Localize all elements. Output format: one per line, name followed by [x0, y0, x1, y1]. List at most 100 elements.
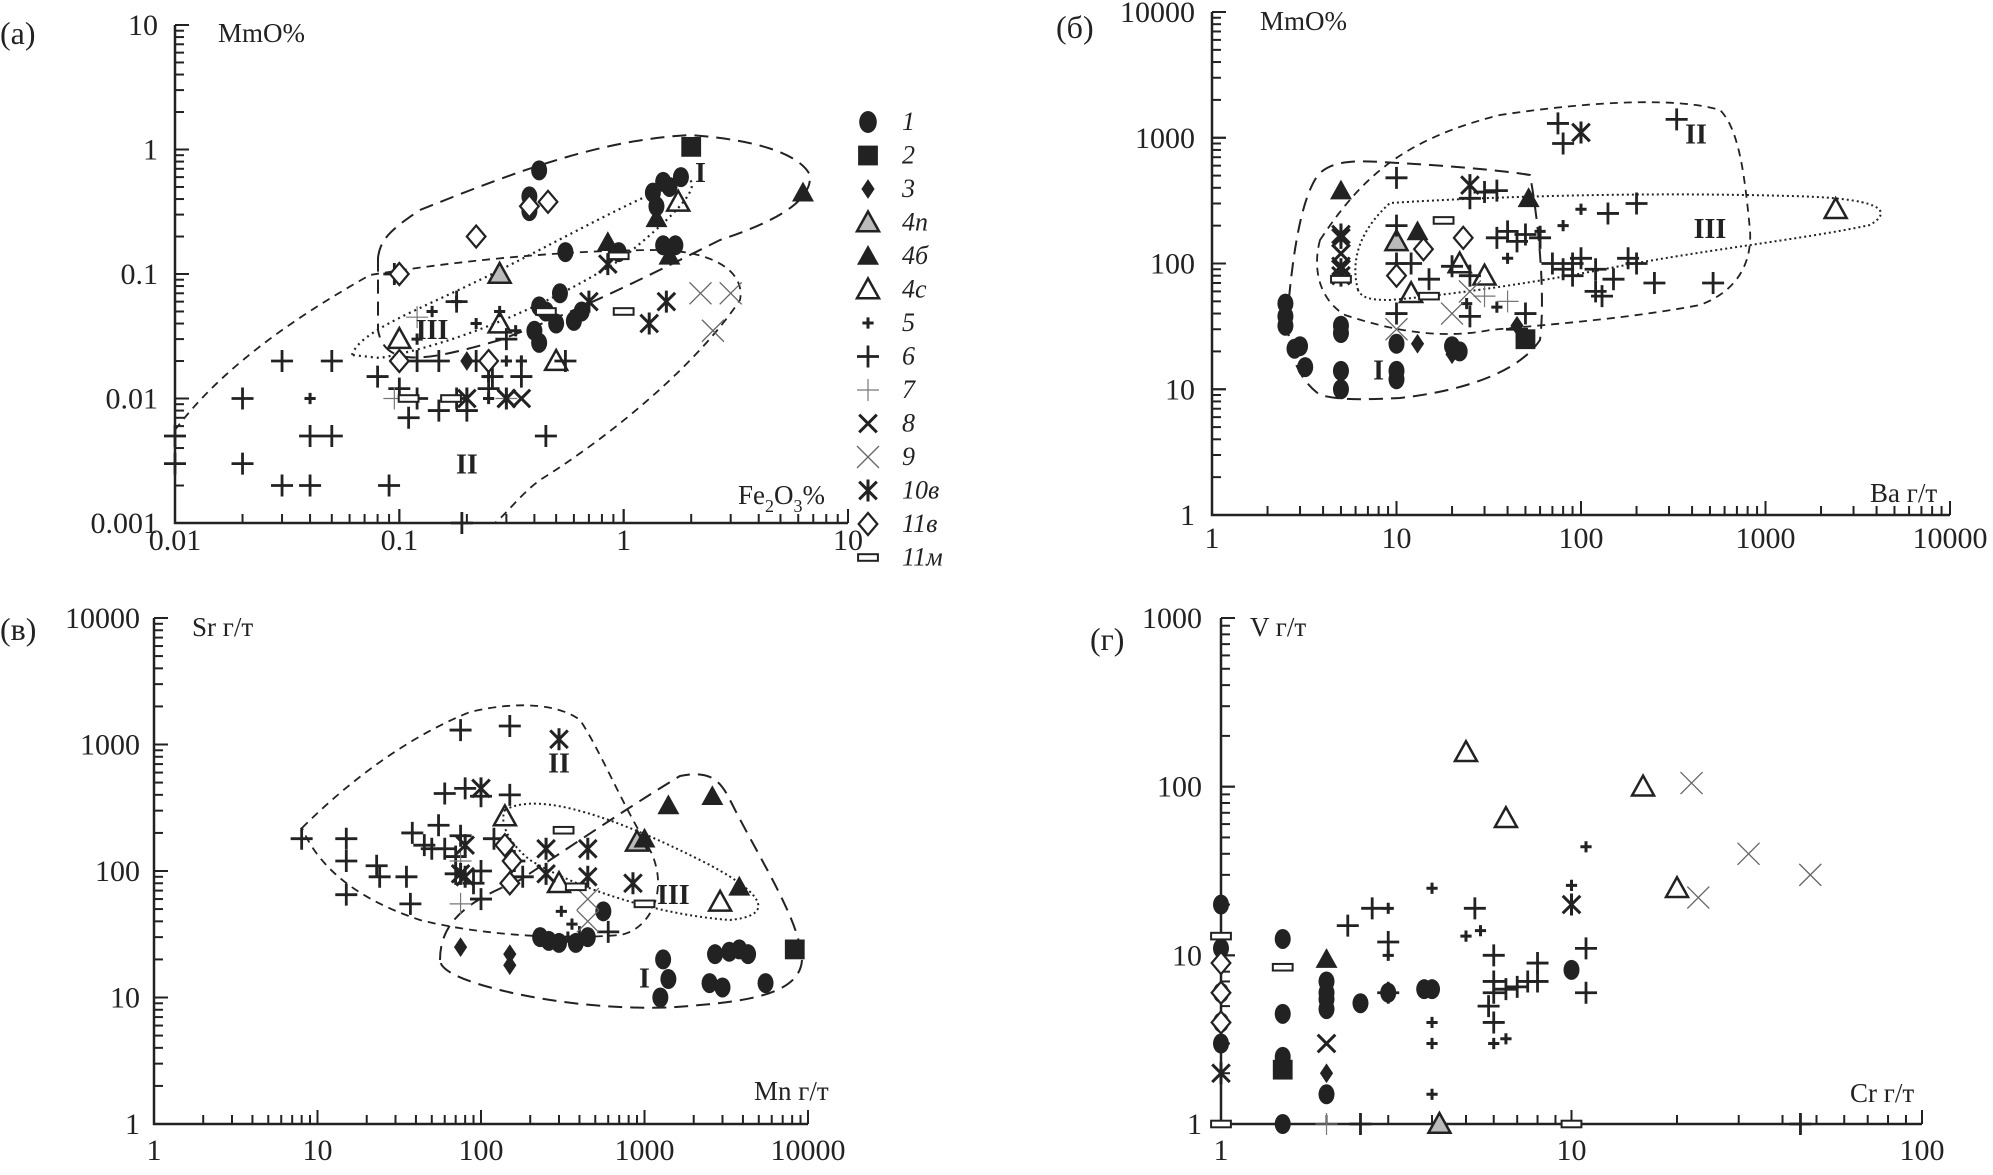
x-tick-label: 10000: [1913, 522, 1988, 555]
legend-item-4b: 4б: [857, 241, 929, 270]
data-point-plus: [1496, 220, 1519, 243]
data-point-plus: [397, 406, 420, 429]
x-tick-label: 10: [303, 1134, 333, 1167]
data-point-asterisk: [455, 865, 476, 888]
panel-label-d: (г): [1090, 621, 1124, 657]
data-point-plus: [320, 350, 343, 373]
data-point-filled-triangle: [1406, 220, 1429, 241]
data-point-plus: [1385, 302, 1408, 325]
data-point-plus: [1625, 252, 1648, 275]
legend-label: 4с: [902, 275, 927, 304]
series-4n: [1383, 227, 1410, 252]
x-tick-label: 1000: [615, 1134, 675, 1167]
data-point-plus: [1506, 318, 1529, 341]
data-point-filled-square: [681, 136, 702, 157]
series-2: [1272, 1059, 1293, 1080]
data-point-open-triangle: [1397, 279, 1425, 304]
data-point-filled-circle: [1563, 959, 1580, 980]
data-point-open-triangle: [706, 888, 734, 912]
legend-marker-x-thin: [856, 445, 880, 469]
data-point-open-bar: [1210, 931, 1232, 941]
series-10v: [1211, 893, 1582, 1085]
data-point-open-triangle: [1629, 773, 1657, 797]
series-4n: [486, 260, 513, 285]
panel-b: (б) MmO% Ba г/т 1 10 100 1000 10000 1 10 100 100…: [1056, 0, 1988, 555]
y-tick-label: 1: [143, 134, 158, 167]
data-point-filled-circle: [1274, 1003, 1291, 1024]
y-tick-label: 10: [128, 9, 158, 42]
legend-marker-plus: [857, 345, 879, 368]
data-point-plus: [1349, 1113, 1372, 1135]
data-point-plus: [231, 452, 254, 475]
x-axis-title-c: Mn г/т: [754, 1076, 829, 1106]
data-point-open-bar: [1418, 291, 1440, 301]
data-point-filled-circle: [1332, 360, 1349, 381]
data-point-plus: [427, 399, 450, 422]
data-point-plus-small: [494, 305, 506, 318]
region-outline-II-b: [1316, 101, 1752, 335]
region-label-II: II: [548, 749, 570, 780]
legend-marker-open-triangle: [854, 275, 882, 300]
data-point-x-thin: [701, 319, 725, 343]
y-tick-label: 0.001: [91, 507, 159, 540]
series-11v: [388, 189, 559, 374]
data-point-plus: [1570, 247, 1592, 270]
axis-lines: [173, 25, 848, 525]
series-11v: [1385, 225, 1475, 289]
data-point-plus: [449, 719, 472, 742]
data-point-x-thin: [1385, 317, 1408, 341]
data-point-plus: [1458, 264, 1481, 287]
legend-marker-plus-thin: [857, 379, 879, 401]
y-tick-label: 1: [1187, 1108, 1202, 1141]
data-point-plus-small: [304, 392, 316, 405]
data-point-filled-circle: [648, 196, 665, 217]
data-point-plus: [450, 512, 473, 534]
legend-item-11v: 11в: [857, 509, 937, 538]
data-point-plus: [554, 350, 577, 373]
data-point-open-triangle: [1663, 874, 1691, 899]
data-point-filled-diamond: [1445, 344, 1459, 365]
data-point-plus: [1514, 223, 1537, 246]
series-4b: [633, 785, 751, 896]
y-tick-label: 1: [125, 1108, 140, 1141]
y-tick-label: 10: [110, 982, 140, 1015]
data-point-plus: [1361, 897, 1384, 920]
data-point-asterisk: [536, 862, 556, 885]
data-point-plus: [427, 350, 450, 373]
data-point-open-diamond: [501, 848, 523, 874]
data-point-filled-square: [1272, 1059, 1293, 1080]
data-point-plus: [1417, 268, 1440, 291]
legend-item-1: 1: [859, 107, 915, 136]
data-point-plus: [1702, 271, 1725, 294]
x-tick-label: 1: [1214, 1134, 1229, 1167]
data-point-plus-small: [1461, 297, 1473, 310]
data-point-x-thin: [1680, 771, 1703, 795]
series-11v: [494, 832, 523, 896]
data-point-plus: [1602, 268, 1625, 291]
data-point-open-diamond: [477, 348, 500, 374]
y-tick-label: 10: [1165, 373, 1195, 406]
region-outline-III-b: [1354, 193, 1882, 302]
series-6: [1385, 108, 1725, 341]
data-point-grey-triangle: [1383, 227, 1410, 252]
region-label-III: III: [657, 880, 690, 911]
data-point-filled-circle: [1297, 357, 1314, 378]
data-point-plus: [1529, 226, 1552, 249]
data-point-plus: [449, 824, 472, 847]
data-point-open-bar: [612, 307, 635, 316]
data-point-open-bar: [1330, 274, 1352, 284]
x-axis-title-d: Cr г/т: [1850, 1078, 1914, 1108]
y-tick-label: 1000: [1142, 602, 1202, 635]
x-tick-label: 100: [1900, 1134, 1945, 1167]
series-11m: [1330, 216, 1455, 301]
data-point-plus: [399, 892, 422, 915]
legend-item-4c: 4с: [854, 275, 927, 304]
data-point-asterisk: [1460, 174, 1480, 197]
data-point-filled-circle: [1388, 369, 1405, 390]
region-label-III: III: [1694, 214, 1727, 245]
data-point-plus-small: [1426, 1037, 1438, 1050]
x-tick-label: 10: [1382, 522, 1412, 555]
data-point-plus-thin: [1315, 1113, 1338, 1135]
data-point-plus: [335, 849, 358, 872]
x-tick-label: 1000: [1736, 522, 1796, 555]
